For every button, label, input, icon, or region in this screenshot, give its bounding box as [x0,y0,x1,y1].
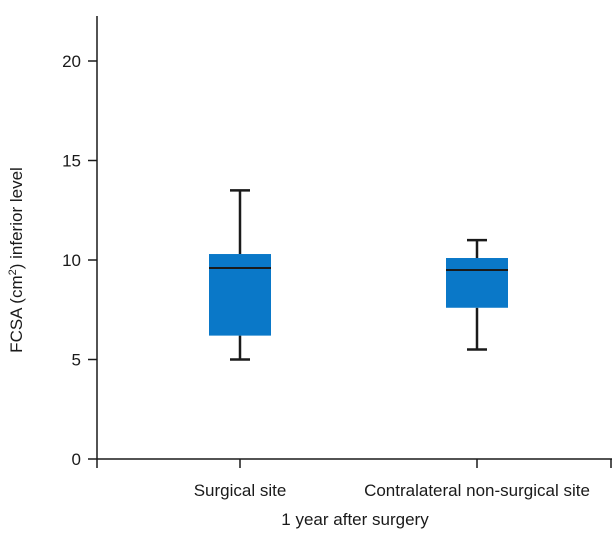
x-category-label: Surgical site [194,481,287,500]
box-group [209,189,271,361]
y-axis-title: FCSA (cm2) inferior level [7,167,26,353]
x-ticks: Surgical site Contralateral non-surgical … [96,459,612,500]
x-axis-title: 1 year after surgery [281,510,429,529]
y-tick-label: 0 [72,450,81,469]
y-axis: 0 5 10 15 20 [62,16,98,469]
y-tick-label: 5 [72,351,81,370]
y-tick-label: 20 [62,52,81,71]
y-axis-title-prefix: FCSA (cm [7,275,26,352]
box-group [446,238,508,351]
x-category-label: Contralateral non-surgical site [364,481,590,500]
y-axis-title-superscript: 2 [7,269,19,275]
y-tick-label: 15 [62,152,81,171]
y-tick-label: 10 [62,251,81,270]
x-axis: Surgical site Contralateral non-surgical … [96,458,612,500]
y-ticks: 0 5 10 15 20 [62,52,97,469]
box-iqr [446,258,508,308]
boxes [209,189,508,361]
y-axis-title-suffix: ) inferior level [7,167,26,269]
box-iqr [209,254,271,336]
